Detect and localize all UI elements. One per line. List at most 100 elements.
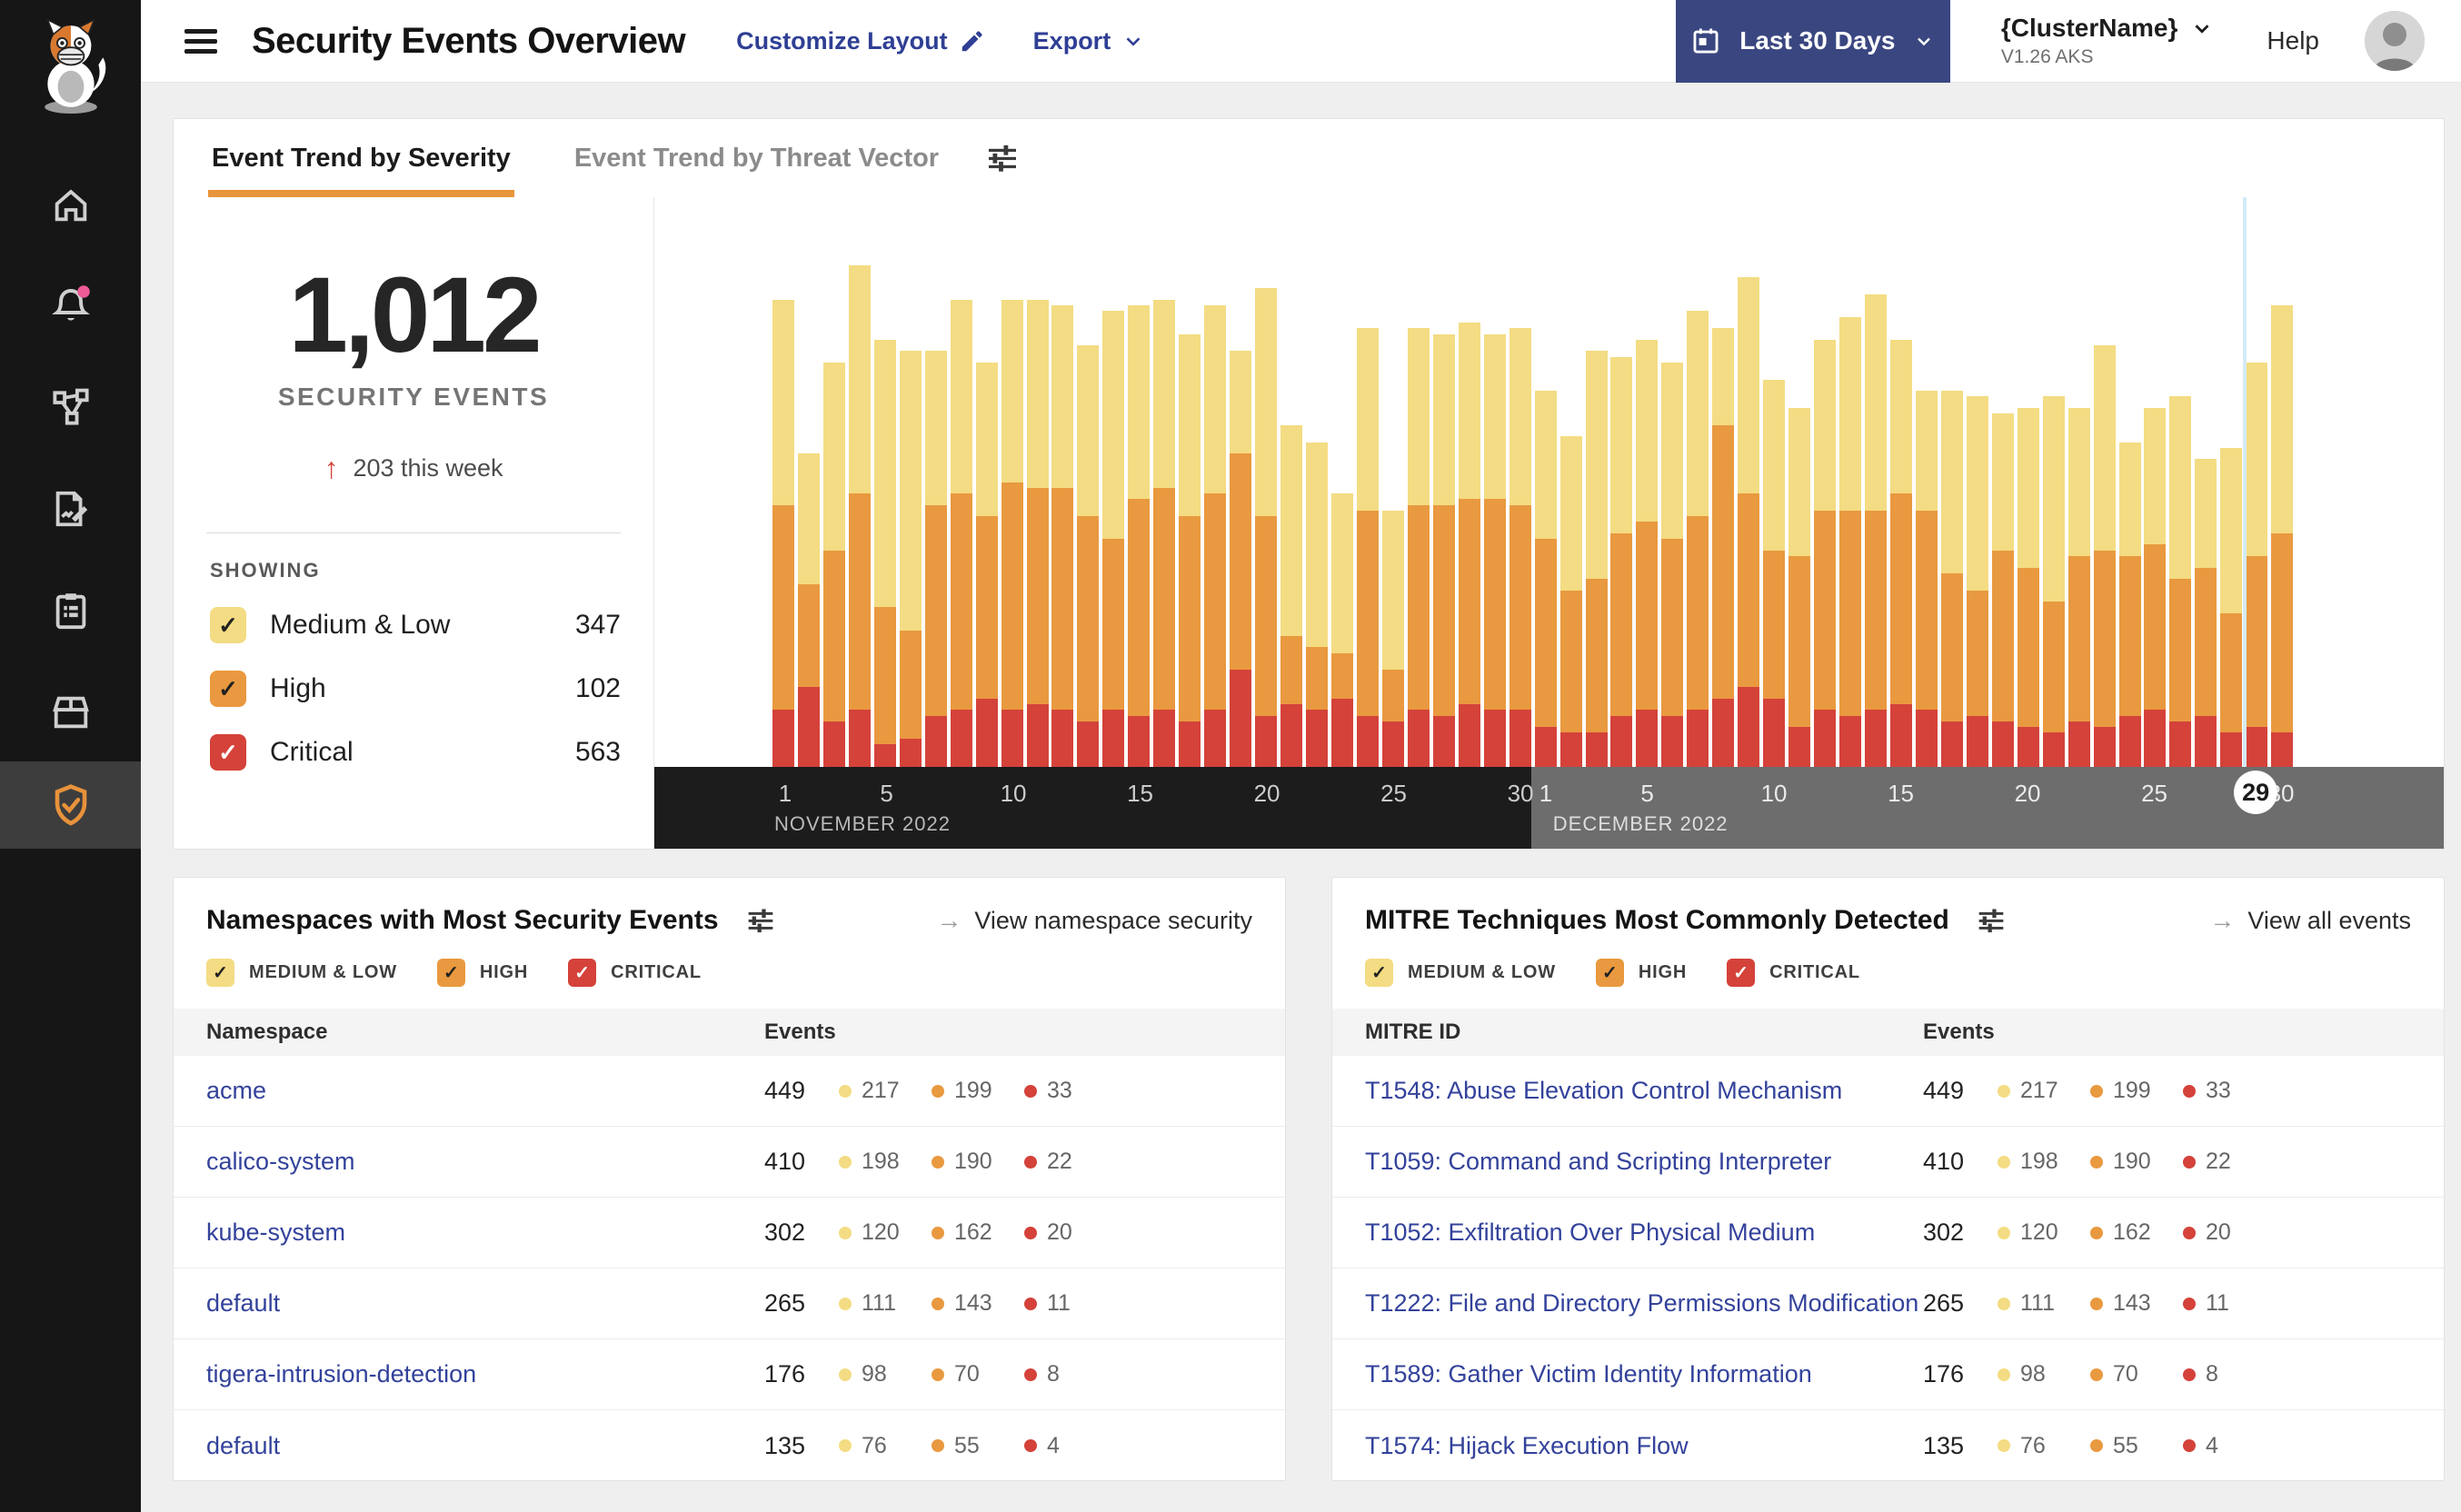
bar-day[interactable] <box>1230 197 1252 767</box>
bar-day[interactable] <box>1814 197 1837 767</box>
bar-day[interactable] <box>1763 197 1786 767</box>
sidebar-item-compliance-reports[interactable] <box>0 567 141 654</box>
bar-day[interactable] <box>899 197 922 767</box>
bar-day[interactable] <box>1026 197 1049 767</box>
bar-day[interactable] <box>1356 197 1379 767</box>
bar-day[interactable] <box>848 197 871 767</box>
bar-day[interactable] <box>1204 197 1227 767</box>
bar-day[interactable] <box>2017 197 2039 767</box>
checkbox-critical[interactable]: ✓ <box>568 958 597 987</box>
bar-day[interactable] <box>772 197 794 767</box>
bar-day[interactable] <box>1381 197 1404 767</box>
bar-day[interactable] <box>2042 197 2065 767</box>
sidebar-item-home[interactable] <box>0 162 141 249</box>
namespace-link[interactable]: acme <box>206 1077 267 1104</box>
bar-day[interactable] <box>1534 197 1557 767</box>
checkbox-medium-low[interactable]: ✓ <box>1365 958 1393 987</box>
bar-day[interactable] <box>1991 197 2014 767</box>
bar-day[interactable] <box>1051 197 1074 767</box>
bar-day[interactable] <box>1330 197 1353 767</box>
checkbox-medium-low[interactable]: ✓ <box>206 958 234 987</box>
calico-cat-logo[interactable] <box>27 16 115 116</box>
mitre-technique-link[interactable]: T1059: Command and Scripting Interpreter <box>1365 1148 1832 1175</box>
bar-day[interactable] <box>1407 197 1430 767</box>
view-namespace-security-link[interactable]: → View namespace security <box>936 906 1252 935</box>
view-all-events-link[interactable]: → View all events <box>2209 906 2411 935</box>
sidebar-item-threat-defense[interactable] <box>0 761 141 849</box>
bar-day[interactable] <box>924 197 947 767</box>
tab-event-trend-by-threat-vector[interactable]: Event Trend by Threat Vector <box>573 143 940 173</box>
bar-day[interactable] <box>975 197 998 767</box>
mitre-technique-link[interactable]: T1574: Hijack Execution Flow <box>1365 1431 1689 1459</box>
mitre-technique-link[interactable]: T1222: File and Directory Permissions Mo… <box>1365 1289 1919 1317</box>
hamburger-menu-icon[interactable] <box>184 24 217 59</box>
chart-settings-icon[interactable] <box>986 142 1019 174</box>
bar-day[interactable] <box>1153 197 1176 767</box>
namespace-link[interactable]: kube-system <box>206 1219 346 1246</box>
bar-day[interactable] <box>1585 197 1608 767</box>
bar-day[interactable] <box>1636 197 1659 767</box>
bar-day[interactable] <box>950 197 972 767</box>
bar-day[interactable] <box>1712 197 1735 767</box>
checkbox-critical[interactable]: ✓ <box>1727 958 1756 987</box>
bar-day[interactable] <box>2144 197 2167 767</box>
bar-day[interactable] <box>2169 197 2192 767</box>
sidebar-item-alerts[interactable] <box>0 262 141 349</box>
checkbox-critical[interactable]: ✓ <box>210 734 246 771</box>
bar-day[interactable] <box>1661 197 1684 767</box>
namespaces-settings-icon[interactable] <box>746 906 775 935</box>
bar-day[interactable] <box>1102 197 1125 767</box>
bar-day[interactable] <box>1128 197 1151 767</box>
bar-day[interactable] <box>1077 197 1100 767</box>
sidebar-item-workloads[interactable] <box>0 669 141 756</box>
bar-day[interactable] <box>797 197 820 767</box>
namespace-link[interactable]: calico-system <box>206 1148 355 1175</box>
mitre-technique-link[interactable]: T1052: Exfiltration Over Physical Medium <box>1365 1219 1816 1246</box>
mitre-technique-link[interactable]: T1548: Abuse Elevation Control Mechanism <box>1365 1077 1843 1104</box>
tab-event-trend-by-severity[interactable]: Event Trend by Severity <box>208 119 514 197</box>
namespace-link[interactable]: default <box>206 1431 281 1459</box>
bar-day[interactable] <box>1458 197 1480 767</box>
help-link[interactable]: Help <box>2267 26 2319 55</box>
bar-day[interactable] <box>2246 197 2268 767</box>
bar-day[interactable] <box>2220 197 2243 767</box>
bar-day[interactable] <box>1839 197 1862 767</box>
sidebar-item-policies[interactable] <box>0 465 141 552</box>
bar-day[interactable] <box>1864 197 1887 767</box>
bar-day[interactable] <box>1966 197 1988 767</box>
checkbox-high[interactable]: ✓ <box>210 671 246 707</box>
checkbox-high[interactable]: ✓ <box>1595 958 1624 987</box>
bar-day[interactable] <box>1915 197 1938 767</box>
bar-day[interactable] <box>1889 197 1912 767</box>
bar-day[interactable] <box>2271 197 2294 767</box>
bar-day[interactable] <box>2093 197 2116 767</box>
export-button[interactable]: Export <box>1033 27 1146 55</box>
bar-day[interactable] <box>1483 197 1506 767</box>
bar-day[interactable] <box>822 197 845 767</box>
customize-layout-button[interactable]: Customize Layout <box>736 27 986 55</box>
sidebar-item-service-graph[interactable] <box>0 363 141 451</box>
bar-day[interactable] <box>1509 197 1531 767</box>
namespace-link[interactable]: default <box>206 1289 281 1317</box>
namespace-link[interactable]: tigera-intrusion-detection <box>206 1360 477 1388</box>
bar-day[interactable] <box>1432 197 1455 767</box>
bar-day[interactable] <box>1255 197 1278 767</box>
mitre-technique-link[interactable]: T1589: Gather Victim Identity Informatio… <box>1365 1360 1812 1388</box>
date-range-button[interactable]: Last 30 Days <box>1675 0 1950 83</box>
bar-day[interactable] <box>1559 197 1582 767</box>
bar-day[interactable] <box>1788 197 1811 767</box>
cluster-selector[interactable]: {ClusterName} V1.26 AKS <box>2001 14 2215 68</box>
bar-day[interactable] <box>1280 197 1303 767</box>
bar-day[interactable] <box>1687 197 1709 767</box>
bar-day[interactable] <box>1001 197 1023 767</box>
mitre-settings-icon[interactable] <box>1977 906 2006 935</box>
bar-day[interactable] <box>2067 197 2090 767</box>
bar-day[interactable] <box>2195 197 2217 767</box>
selected-day-marker[interactable]: 29 <box>2234 771 2278 814</box>
bar-day[interactable] <box>1610 197 1633 767</box>
checkbox-medium-low[interactable]: ✓ <box>210 607 246 643</box>
user-avatar[interactable] <box>2365 11 2425 71</box>
checkbox-high[interactable]: ✓ <box>436 958 465 987</box>
bar-day[interactable] <box>2118 197 2141 767</box>
bar-day[interactable] <box>1306 197 1329 767</box>
